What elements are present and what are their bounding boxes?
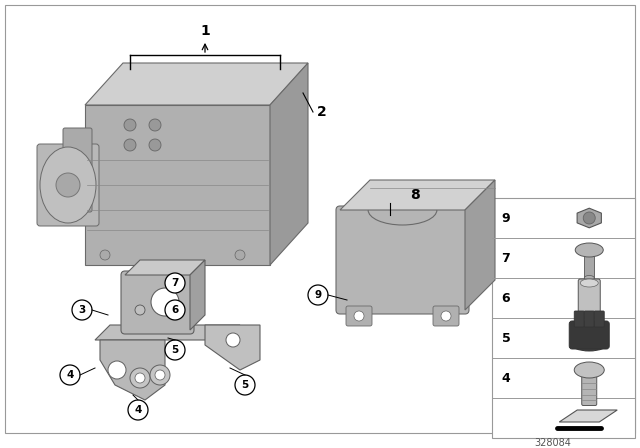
Text: 7: 7 xyxy=(172,278,179,288)
Circle shape xyxy=(100,250,110,260)
Polygon shape xyxy=(95,325,240,340)
FancyBboxPatch shape xyxy=(584,311,595,327)
Text: 1: 1 xyxy=(200,24,210,38)
FancyBboxPatch shape xyxy=(595,311,604,327)
Polygon shape xyxy=(205,325,260,370)
Text: 5: 5 xyxy=(172,345,179,355)
Polygon shape xyxy=(340,180,495,210)
Text: 5: 5 xyxy=(241,380,248,390)
Circle shape xyxy=(165,340,185,360)
FancyBboxPatch shape xyxy=(569,321,609,349)
FancyBboxPatch shape xyxy=(574,311,584,327)
Circle shape xyxy=(235,250,245,260)
Circle shape xyxy=(583,212,595,224)
Text: 3: 3 xyxy=(78,305,86,315)
Circle shape xyxy=(150,365,170,385)
Text: 328084: 328084 xyxy=(534,438,572,448)
Text: 9: 9 xyxy=(314,290,321,300)
Ellipse shape xyxy=(574,362,604,378)
Circle shape xyxy=(128,400,148,420)
Text: 6: 6 xyxy=(172,305,179,315)
Circle shape xyxy=(124,139,136,151)
Circle shape xyxy=(56,173,80,197)
Circle shape xyxy=(155,370,165,380)
Bar xyxy=(492,198,635,438)
Circle shape xyxy=(149,119,161,131)
Ellipse shape xyxy=(40,147,96,223)
Polygon shape xyxy=(270,63,308,265)
Polygon shape xyxy=(100,340,165,400)
Polygon shape xyxy=(465,180,495,310)
Circle shape xyxy=(149,139,161,151)
Circle shape xyxy=(130,368,150,388)
Circle shape xyxy=(354,311,364,321)
Circle shape xyxy=(72,300,92,320)
Circle shape xyxy=(308,285,328,305)
Polygon shape xyxy=(125,260,205,275)
FancyBboxPatch shape xyxy=(63,128,92,212)
Polygon shape xyxy=(190,260,205,330)
Text: 4: 4 xyxy=(67,370,74,380)
Circle shape xyxy=(165,300,185,320)
Polygon shape xyxy=(85,63,308,105)
Text: 6: 6 xyxy=(502,292,510,305)
Text: 5: 5 xyxy=(502,332,510,345)
Bar xyxy=(584,252,595,278)
Circle shape xyxy=(108,361,126,379)
Text: 9: 9 xyxy=(502,211,510,224)
Text: 4: 4 xyxy=(502,371,510,384)
Circle shape xyxy=(151,288,179,316)
Text: 4: 4 xyxy=(134,405,141,415)
Text: 7: 7 xyxy=(502,251,510,264)
Circle shape xyxy=(135,305,145,315)
FancyBboxPatch shape xyxy=(582,375,596,405)
FancyBboxPatch shape xyxy=(579,279,600,317)
Ellipse shape xyxy=(580,279,598,287)
FancyBboxPatch shape xyxy=(121,271,194,334)
Text: 8: 8 xyxy=(410,188,420,202)
Ellipse shape xyxy=(584,276,595,280)
Circle shape xyxy=(441,311,451,321)
FancyBboxPatch shape xyxy=(433,306,459,326)
Text: 2: 2 xyxy=(317,105,327,119)
Circle shape xyxy=(60,365,80,385)
Circle shape xyxy=(226,333,240,347)
Ellipse shape xyxy=(570,335,608,351)
Circle shape xyxy=(165,273,185,293)
Polygon shape xyxy=(559,410,617,422)
FancyBboxPatch shape xyxy=(37,144,99,226)
Circle shape xyxy=(135,373,145,383)
Ellipse shape xyxy=(575,243,604,257)
FancyBboxPatch shape xyxy=(336,206,469,314)
Circle shape xyxy=(124,119,136,131)
Polygon shape xyxy=(577,208,602,228)
Polygon shape xyxy=(85,105,270,265)
Circle shape xyxy=(235,375,255,395)
FancyBboxPatch shape xyxy=(346,306,372,326)
